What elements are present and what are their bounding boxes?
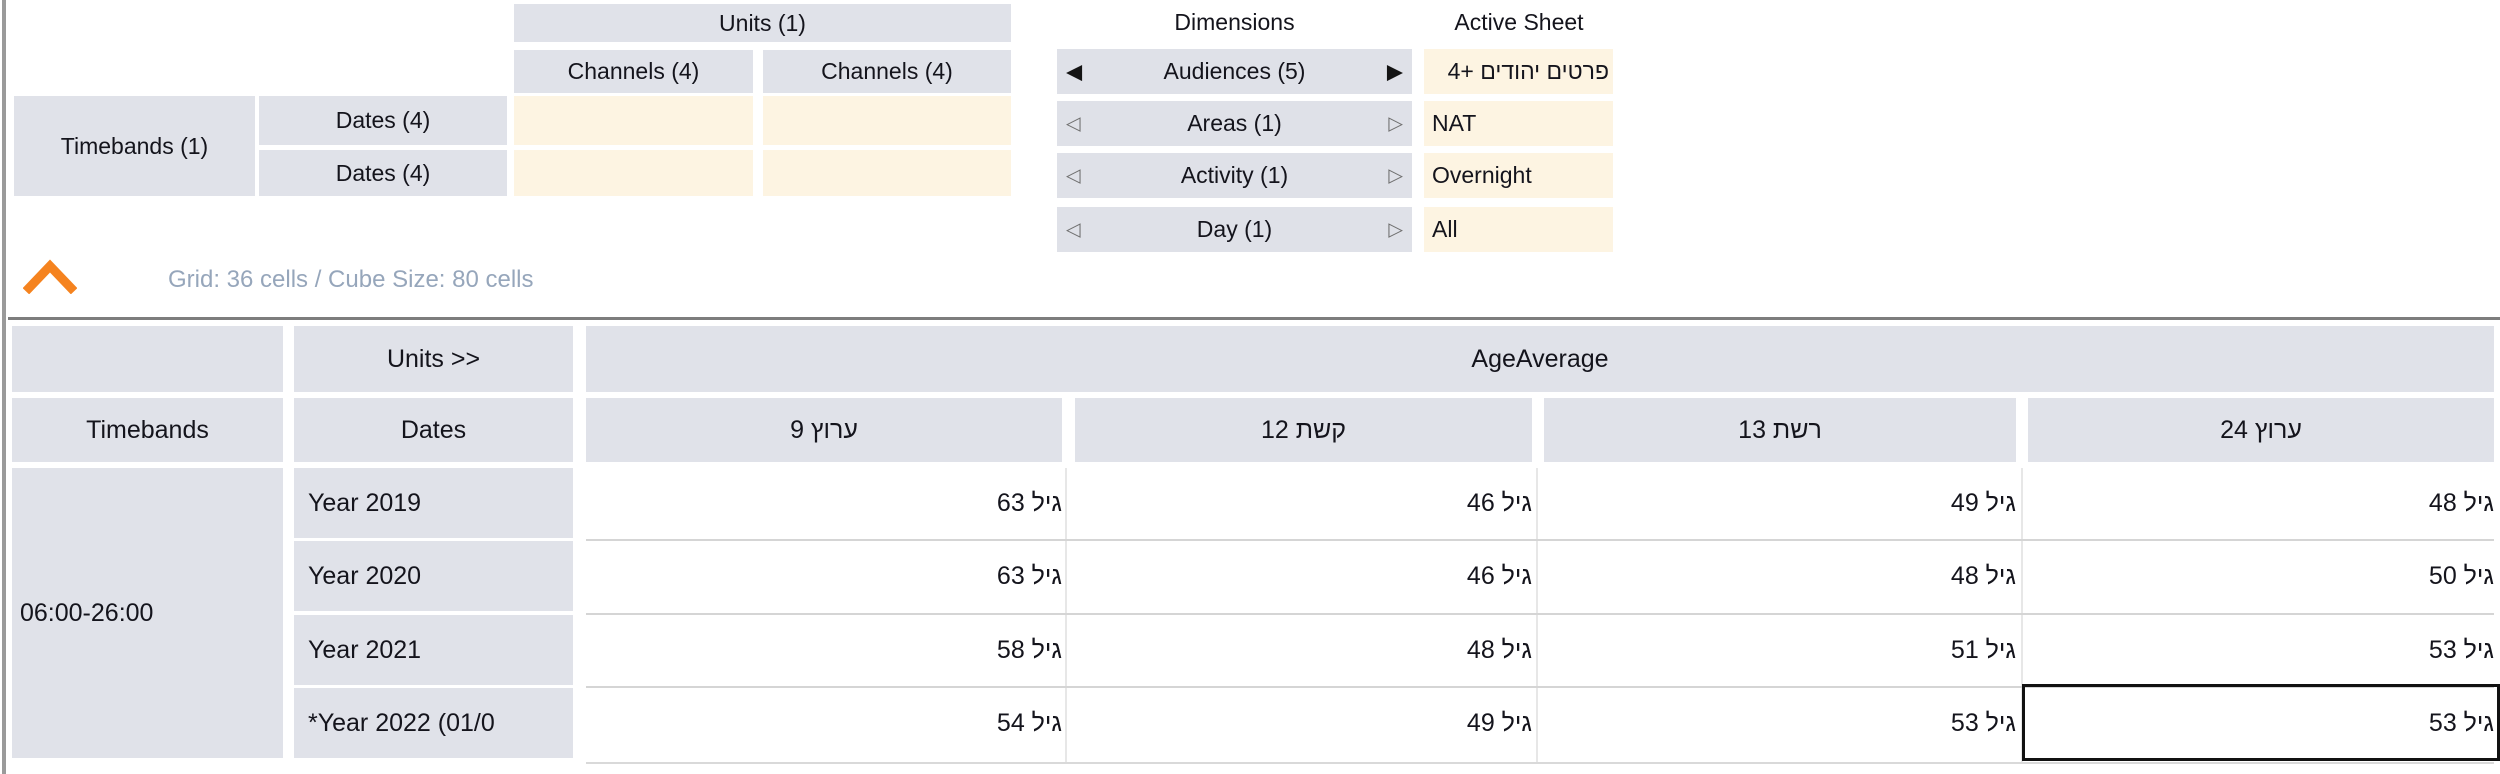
active-sheet-value-activity: Overnight xyxy=(1424,153,1613,198)
collapse-grid-icon[interactable] xyxy=(22,258,78,295)
prev-activity-icon[interactable]: ◁ xyxy=(1066,165,1081,186)
prev-day-icon[interactable]: ◁ xyxy=(1066,219,1081,240)
channel-header-0[interactable]: ערוץ 9 xyxy=(586,398,1062,462)
table-corner-cell xyxy=(12,326,283,392)
pivot-empty-cell xyxy=(514,96,753,145)
pivot-channels-header-1[interactable]: Channels (4) xyxy=(514,50,753,93)
prev-area-icon[interactable]: ◁ xyxy=(1066,113,1081,134)
active-sheet-title: Active Sheet xyxy=(1454,9,1584,35)
active-sheet-value-audiences: פרטים יהודים +4 xyxy=(1424,49,1613,94)
dimension-label-activity: Activity (1) xyxy=(1180,162,1289,188)
pivot-empty-cell xyxy=(514,150,753,196)
active-sheet-value-areas: NAT xyxy=(1424,101,1613,146)
column-divider xyxy=(1536,468,1538,764)
value-cell-r2c1[interactable]: גיל 48 xyxy=(1466,636,1532,664)
channel-header-2[interactable]: רשת 13 xyxy=(1544,398,2016,462)
value-cell-r0c0[interactable]: גיל 63 xyxy=(996,489,1062,517)
value-cell-r3c2[interactable]: גיל 53 xyxy=(1950,709,2016,737)
dimensions-title: Dimensions xyxy=(1174,9,1295,35)
active-sheet-value-day: All xyxy=(1424,207,1613,252)
prev-audience-icon[interactable]: ◀ xyxy=(1066,60,1083,83)
next-area-icon[interactable]: ▷ xyxy=(1388,113,1403,134)
pivot-timebands-header[interactable]: Timebands (1) xyxy=(14,96,255,196)
pivot-empty-cell xyxy=(763,96,1011,145)
value-cell-r0c1[interactable]: גיל 46 xyxy=(1466,489,1532,517)
value-cell-r2c3[interactable]: גיל 53 xyxy=(2428,636,2494,664)
value-cell-r0c3[interactable]: גיל 48 xyxy=(2428,489,2494,517)
timebands-column-header: Timebands xyxy=(12,398,283,462)
pivot-units-header[interactable]: Units (1) xyxy=(514,4,1011,42)
dimension-row-activity[interactable]: ◁ Activity (1) ▷ xyxy=(1057,153,1412,198)
value-cell-r1c3[interactable]: גיל 50 xyxy=(2428,562,2494,590)
column-divider xyxy=(2021,468,2023,764)
measure-header: AgeAverage xyxy=(586,326,2494,392)
row-divider xyxy=(586,686,2494,688)
value-cell-r3c3[interactable]: גיל 53 xyxy=(2428,709,2494,737)
section-divider xyxy=(8,317,2500,320)
dimension-label-day: Day (1) xyxy=(1196,216,1273,242)
date-row-header-0[interactable]: Year 2019 xyxy=(294,468,573,538)
dates-column-header: Dates xyxy=(294,398,573,462)
dimension-row-day[interactable]: ◁ Day (1) ▷ xyxy=(1057,207,1412,252)
dimension-row-audiences[interactable]: ◀ Audiences (5) ▶ xyxy=(1057,49,1412,94)
next-day-icon[interactable]: ▷ xyxy=(1388,219,1403,240)
pivot-dates-header-2[interactable]: Dates (4) xyxy=(259,150,507,196)
pivot-channels-header-2[interactable]: Channels (4) xyxy=(763,50,1011,93)
units-cell[interactable]: Units >> xyxy=(294,326,573,392)
date-row-header-3[interactable]: *Year 2022 (01/0 xyxy=(294,688,573,758)
pivot-dates-header-1[interactable]: Dates (4) xyxy=(259,96,507,145)
value-cell-r3c1[interactable]: גיל 49 xyxy=(1466,709,1532,737)
table-bottom-line xyxy=(586,762,2494,764)
value-cell-r1c1[interactable]: גיל 46 xyxy=(1466,562,1532,590)
next-audience-icon[interactable]: ▶ xyxy=(1386,60,1403,83)
next-activity-icon[interactable]: ▷ xyxy=(1388,165,1403,186)
date-row-header-2[interactable]: Year 2021 xyxy=(294,615,573,685)
row-divider xyxy=(586,539,2494,541)
pivot-empty-cell xyxy=(763,150,1011,196)
window-left-edge xyxy=(2,0,6,774)
value-cell-r1c0[interactable]: גיל 63 xyxy=(996,562,1062,590)
row-divider xyxy=(586,613,2494,615)
timeband-row-header[interactable]: 06:00-26:00 xyxy=(12,468,283,758)
value-cell-r0c2[interactable]: גיל 49 xyxy=(1950,489,2016,517)
value-cell-r2c0[interactable]: גיל 58 xyxy=(996,636,1062,664)
value-cell-r1c2[interactable]: גיל 48 xyxy=(1950,562,2016,590)
dimension-label-audiences: Audiences (5) xyxy=(1163,58,1306,84)
date-row-header-1[interactable]: Year 2020 xyxy=(294,541,573,611)
column-divider xyxy=(1065,468,1067,764)
channel-header-1[interactable]: קשת 12 xyxy=(1075,398,1532,462)
dimension-label-areas: Areas (1) xyxy=(1187,110,1282,136)
grid-info-text: Grid: 36 cells / Cube Size: 80 cells xyxy=(168,266,534,293)
value-cell-r2c2[interactable]: גיל 51 xyxy=(1950,636,2016,664)
dimension-row-areas[interactable]: ◁ Areas (1) ▷ xyxy=(1057,101,1412,146)
channel-header-3[interactable]: ערוץ 24 xyxy=(2028,398,2494,462)
grid-values-area: גיל 63 גיל 46 גיל 49 גיל 48 גיל 63 גיל 4… xyxy=(586,468,2494,764)
value-cell-r3c0[interactable]: גיל 54 xyxy=(996,709,1062,737)
